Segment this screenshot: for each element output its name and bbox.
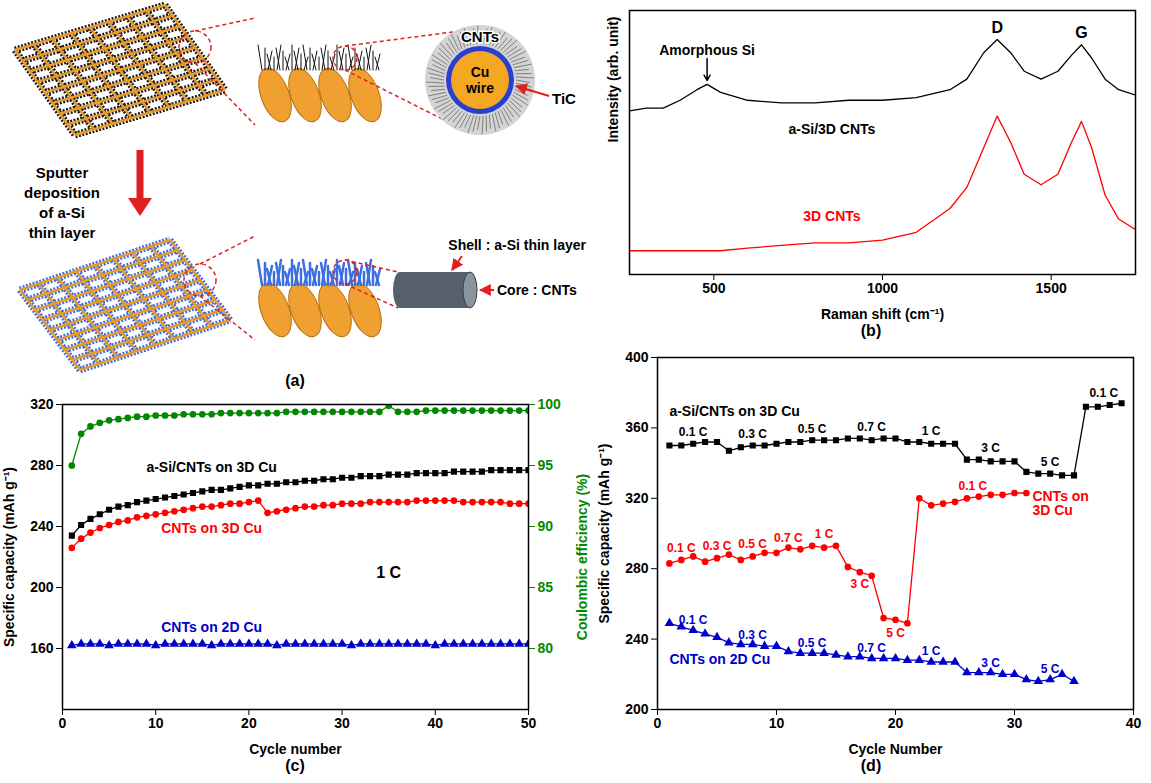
svg-text:TiC: TiC <box>552 90 576 107</box>
svg-text:0.1 C: 0.1 C <box>959 479 988 493</box>
svg-text:0.7 C: 0.7 C <box>774 531 803 545</box>
svg-text:85: 85 <box>538 579 554 595</box>
svg-text:5 C: 5 C <box>1041 455 1060 469</box>
svg-text:0.3 C: 0.3 C <box>703 539 732 553</box>
svg-text:320: 320 <box>625 490 649 506</box>
svg-text:100: 100 <box>538 396 562 412</box>
svg-text:CNTs on 2D Cu: CNTs on 2D Cu <box>161 619 262 635</box>
svg-text:0.5 C: 0.5 C <box>798 422 827 436</box>
svg-text:0.5 C: 0.5 C <box>798 636 827 650</box>
svg-text:D: D <box>991 19 1003 36</box>
svg-text:CNTs on 2D Cu: CNTs on 2D Cu <box>669 651 770 667</box>
svg-text:30: 30 <box>1007 715 1023 731</box>
svg-text:0.1 C: 0.1 C <box>679 425 708 439</box>
svg-text:280: 280 <box>625 560 649 576</box>
html-text:(c): (c) <box>285 757 305 774</box>
svg-text:3 C: 3 C <box>981 656 1000 670</box>
svg-text:Core : CNTs: Core : CNTs <box>497 282 577 298</box>
svg-text:1 C: 1 C <box>815 527 834 541</box>
svg-text:Shell : a-Si thin layer: Shell : a-Si thin layer <box>448 237 586 253</box>
svg-text:Cu: Cu <box>471 64 490 80</box>
svg-text:CNTs on3D Cu: CNTs on3D Cu <box>1032 488 1089 518</box>
svg-text:1 C: 1 C <box>376 564 401 581</box>
html-text:(b): (b) <box>860 322 882 339</box>
svg-text:20: 20 <box>888 715 904 731</box>
svg-text:280: 280 <box>30 457 54 473</box>
svg-text:Cycle number: Cycle number <box>249 741 342 757</box>
svg-text:240: 240 <box>625 631 649 647</box>
svg-text:240: 240 <box>30 518 54 534</box>
svg-text:95: 95 <box>538 457 554 473</box>
svg-text:40: 40 <box>428 715 444 731</box>
svg-text:a-Si/3D CNTs: a-Si/3D CNTs <box>788 121 875 137</box>
svg-text:500: 500 <box>702 280 726 296</box>
svg-text:40: 40 <box>1126 715 1142 731</box>
svg-text:a-Si/CNTs on 3D Cu: a-Si/CNTs on 3D Cu <box>669 403 799 419</box>
svg-text:0.1 C: 0.1 C <box>667 541 696 555</box>
svg-text:360: 360 <box>625 419 649 435</box>
svg-text:CNTs on 3D Cu: CNTs on 3D Cu <box>161 520 262 536</box>
svg-text:Specific capacity (mAh g⁻¹): Specific capacity (mAh g⁻¹) <box>1 467 17 647</box>
svg-text:G: G <box>1075 24 1087 41</box>
svg-text:Specific capacity (mAh g⁻¹): Specific capacity (mAh g⁻¹) <box>596 443 612 623</box>
svg-text:0: 0 <box>59 715 67 731</box>
svg-text:30: 30 <box>334 715 350 731</box>
svg-text:90: 90 <box>538 518 554 534</box>
svg-text:0.5 C: 0.5 C <box>738 537 767 551</box>
svg-text:Amorphous Si: Amorphous Si <box>659 42 755 58</box>
svg-text:80: 80 <box>538 640 554 656</box>
svg-text:thin layer: thin layer <box>29 224 96 241</box>
svg-text:0.1 C: 0.1 C <box>1089 386 1118 400</box>
svg-text:10: 10 <box>148 715 164 731</box>
svg-text:1500: 1500 <box>1036 280 1067 296</box>
svg-text:1 C: 1 C <box>922 424 941 438</box>
svg-text:320: 320 <box>30 396 54 412</box>
svg-text:CNTs: CNTs <box>461 28 499 45</box>
svg-text:0.1 C: 0.1 C <box>679 613 708 627</box>
svg-text:160: 160 <box>30 640 54 656</box>
svg-text:deposition: deposition <box>24 184 100 201</box>
svg-text:Coulombic efficiency (%): Coulombic efficiency (%) <box>574 474 590 640</box>
svg-text:0: 0 <box>654 715 662 731</box>
svg-text:0.3 C: 0.3 C <box>738 427 767 441</box>
svg-text:3 C: 3 C <box>981 441 1000 455</box>
svg-text:200: 200 <box>30 579 54 595</box>
svg-text:0.7 C: 0.7 C <box>857 641 886 655</box>
svg-text:0.7 C: 0.7 C <box>857 420 886 434</box>
svg-text:of a-Si: of a-Si <box>39 204 85 221</box>
svg-text:50: 50 <box>521 715 537 731</box>
svg-text:20: 20 <box>241 715 257 731</box>
svg-text:Sputter: Sputter <box>36 164 89 181</box>
svg-text:1000: 1000 <box>867 280 898 296</box>
svg-text:wire: wire <box>465 80 494 96</box>
svg-text:1 C: 1 C <box>922 644 941 658</box>
svg-text:200: 200 <box>625 701 649 717</box>
svg-text:Raman shift (cm⁻¹): Raman shift (cm⁻¹) <box>821 306 944 322</box>
svg-text:a-Si/CNTs on 3D Cu: a-Si/CNTs on 3D Cu <box>146 459 276 475</box>
svg-text:5 C: 5 C <box>886 626 905 640</box>
svg-text:Intensity (arb. unit): Intensity (arb. unit) <box>605 17 621 143</box>
svg-text:5 C: 5 C <box>1041 662 1060 676</box>
html-text:(d): (d) <box>860 757 882 774</box>
svg-text:3D CNTs: 3D CNTs <box>803 208 861 224</box>
svg-text:Cycle Number: Cycle Number <box>848 741 943 757</box>
svg-text:400: 400 <box>625 349 649 365</box>
svg-text:10: 10 <box>769 715 785 731</box>
svg-text:0.3 C: 0.3 C <box>738 628 767 642</box>
svg-text:3 C: 3 C <box>850 577 869 591</box>
svg-text:(a): (a) <box>285 372 305 389</box>
